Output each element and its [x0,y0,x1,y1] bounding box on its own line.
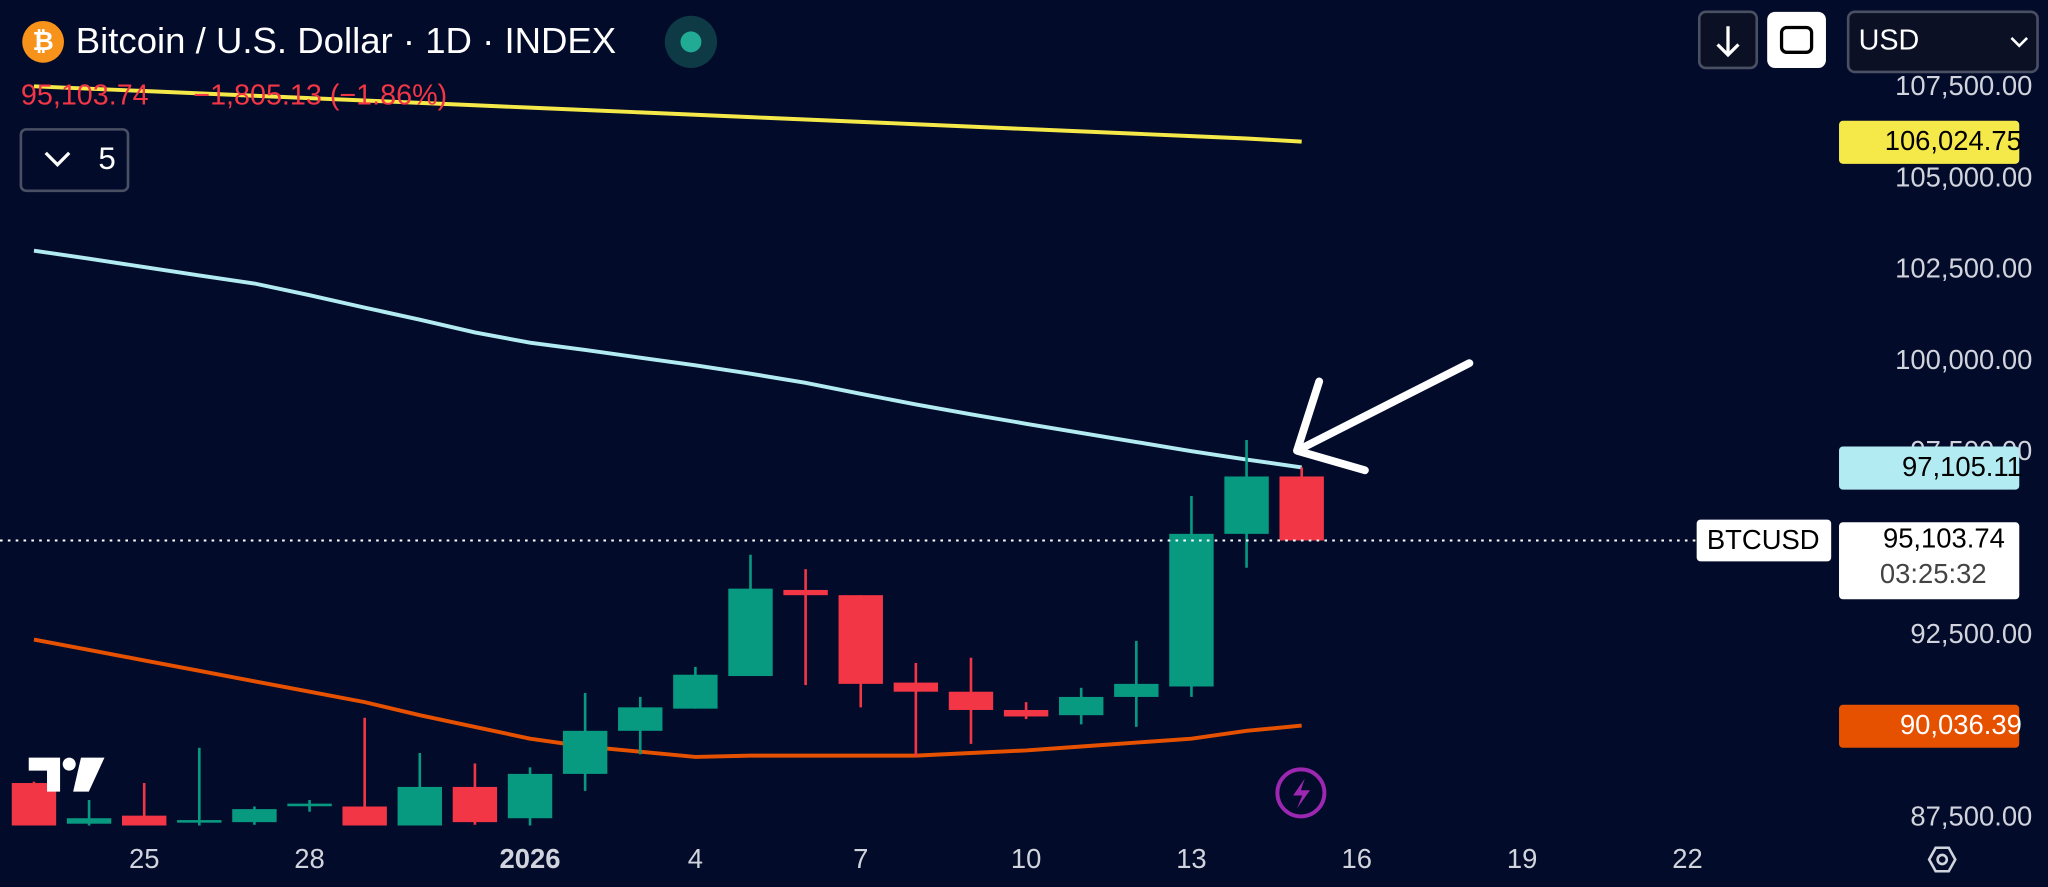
candle-body [673,674,718,709]
candle-body [1169,533,1214,687]
settings-dot [1936,853,1949,866]
y-tick-label: 105,000.00 [1895,161,2032,192]
chevron [44,151,71,167]
candle-body [1059,696,1104,716]
currency-select[interactable] [1846,10,2039,74]
symbol-box [1696,519,1832,562]
candle-body [121,815,167,826]
y-tick-label: 100,000.00 [1895,344,2032,375]
price-change: −1,805.13 (−1.86%) [193,79,447,111]
currency-chevron [2010,37,2029,48]
moving-average [33,84,1302,144]
candle-body [287,803,332,807]
candle-body [1224,476,1269,534]
candle-body [783,589,828,596]
y-tick-label: 92,500.00 [1910,618,2032,649]
tv-logo-v [73,757,105,792]
candle-body [838,595,883,684]
market-status-dot [680,31,702,53]
candle-body [1003,709,1049,717]
moving-average [33,637,1302,759]
tv-logo-dot [62,757,76,771]
download-icon [1716,26,1740,58]
currency-label: USD [1859,24,1920,56]
indicators-toggle[interactable] [19,128,130,193]
bitcoin-icon [22,20,64,63]
symbol-title[interactable]: Bitcoin / U.S. Dollar · 1D · INDEX [76,20,616,61]
x-tick-label: 22 [1672,843,1702,874]
bitcoin-glyph: ₿ [32,26,53,56]
alert-bolt [1293,778,1311,809]
price-box [1839,522,2020,600]
settings-icon[interactable] [1927,846,1957,873]
x-tick-label: 28 [294,843,324,874]
ma-value-box [1839,704,2020,748]
candle-body [397,786,442,826]
layout-button[interactable] [1767,11,1826,68]
candle-body [66,818,112,824]
x-tick-label: 13 [1176,843,1206,874]
x-tick-label: 7 [853,843,868,874]
x-tick-label: 2026 [500,843,561,874]
candle-body [893,682,939,692]
moving-average [33,248,1302,470]
ma-value-box [1839,120,2020,164]
countdown-label: 03:25:32 [1880,558,1987,589]
candle-body [618,707,663,731]
ma-value-label: 97,105.11 [1902,451,2022,482]
price-label: 95,103.74 [1883,523,2005,554]
candle-body [562,730,608,774]
ma-value-label: 106,024.75 [1885,125,2022,156]
candle-body [507,773,553,819]
candle-body [728,588,773,677]
y-tick-label: 102,500.00 [1895,253,2032,284]
alert-icon[interactable] [1275,767,1327,819]
candle-body [342,806,387,826]
tv-logo [28,757,105,792]
indicators-count: 5 [98,141,115,176]
ma-value-box [1839,446,2020,490]
x-tick-label: 10 [1011,843,1041,874]
x-tick-label: 25 [129,843,159,874]
candle-body [948,691,994,710]
x-tick-label: 16 [1342,843,1372,874]
candle-body [232,809,277,823]
arrow-annotation [1293,359,1474,475]
tv-logo-t [28,757,61,792]
candle-body [1114,683,1159,697]
symbol-label: BTCUSD [1707,524,1820,555]
candle-body [1279,476,1324,541]
x-tick-label: 19 [1507,843,1537,874]
y-tick-label: 87,500.00 [1910,800,2032,831]
last-price: 95,103.74 [21,79,149,111]
x-tick-label: 4 [688,843,703,874]
layout-icon [1779,25,1814,54]
y-tick-label: 107,500.00 [1895,70,2032,101]
candle-body [177,820,222,823]
candle-body [452,786,498,823]
ma-value-label: 90,036.39 [1900,709,2022,740]
